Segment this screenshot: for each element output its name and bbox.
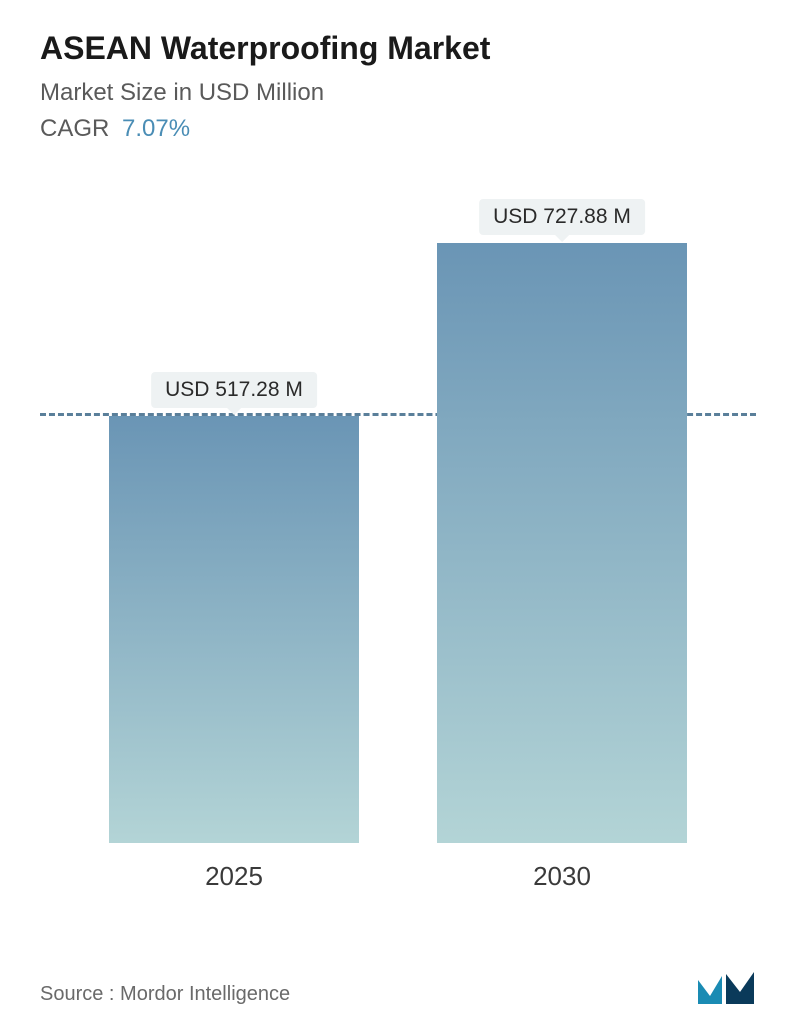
- chart-area: USD 517.28 M USD 727.88 M: [40, 183, 756, 843]
- x-axis-label: 2025: [109, 861, 359, 892]
- source-text: Source : Mordor Intelligence: [40, 983, 290, 1006]
- bars-container: USD 517.28 M USD 727.88 M: [40, 183, 756, 843]
- x-axis-label: 2030: [437, 861, 687, 892]
- brand-logo-icon: [696, 970, 756, 1006]
- chart-title: ASEAN Waterproofing Market: [40, 30, 756, 67]
- cagr-line: CAGR 7.07%: [40, 115, 756, 143]
- chart-subtitle: Market Size in USD Million: [40, 79, 756, 107]
- x-axis-labels: 2025 2030: [40, 843, 756, 892]
- bar: USD 517.28 M: [109, 416, 359, 843]
- bar-group: USD 517.28 M: [109, 183, 359, 843]
- cagr-value: 7.07%: [122, 115, 190, 142]
- bar-value-label: USD 517.28 M: [151, 372, 317, 408]
- cagr-label: CAGR: [40, 115, 109, 142]
- chart-footer: Source : Mordor Intelligence: [40, 970, 756, 1006]
- bar-group: USD 727.88 M: [437, 183, 687, 843]
- bar: USD 727.88 M: [437, 243, 687, 844]
- bar-value-label: USD 727.88 M: [479, 199, 645, 235]
